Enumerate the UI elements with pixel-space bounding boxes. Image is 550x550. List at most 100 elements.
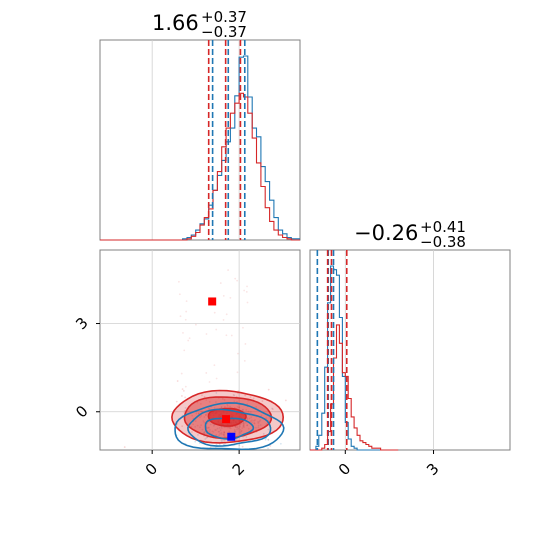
blue-sample-point: [219, 432, 221, 435]
red-sample-point: [245, 408, 248, 411]
outlier-sample-point: [227, 269, 230, 271]
red-sample-point: [199, 416, 201, 419]
blue-sample-point: [223, 431, 226, 434]
red-sample-point: [238, 406, 241, 409]
blue-sample-point: [242, 422, 245, 425]
blue-sample-point: [218, 430, 221, 433]
outlier-sample-point: [246, 285, 248, 288]
red-sample-point: [196, 401, 199, 404]
red-sample-point: [246, 424, 249, 427]
outlier-sample-point: [194, 323, 197, 326]
outlier-sample-point: [180, 372, 183, 375]
bottom-right-title-value: −0.26: [354, 221, 418, 245]
blue-sample-point: [233, 428, 236, 431]
red-sample-point: [226, 404, 229, 407]
red-sample-point: [181, 395, 183, 397]
blue-sample-point: [234, 430, 237, 433]
red-sample-point: [236, 405, 239, 408]
blue-sample-point: [259, 419, 262, 422]
top-left-frame: [99, 39, 301, 241]
blue-sample-point: [222, 439, 224, 441]
red-sample-point: [176, 380, 179, 382]
blue-sample-point: [239, 431, 242, 434]
red-sample-point: [247, 427, 250, 430]
blue-sample-point: [216, 427, 219, 430]
red-sample-point: [253, 422, 256, 424]
outlier-sample-point: [234, 277, 237, 280]
blue-sample-point: [238, 444, 241, 447]
red-sample-point: [249, 420, 252, 423]
outlier-sample-point: [178, 293, 181, 296]
red-sample-point: [267, 438, 270, 441]
bottom-left-frame: [99, 249, 301, 451]
red-sample-point: [222, 433, 225, 436]
red-sample-point: [267, 388, 270, 391]
blue-sample-point: [197, 434, 199, 436]
blue-sample-point: [242, 425, 245, 428]
red-sample-point: [244, 421, 247, 424]
outlier-sample-point: [205, 372, 208, 374]
outlier-sample-point: [188, 337, 191, 340]
red-sample-point: [252, 397, 255, 400]
outlier-sample-point: [244, 343, 247, 345]
outlier-sample-point: [213, 311, 216, 314]
blue-sample-point: [267, 452, 269, 454]
red-sample-point: [248, 417, 251, 420]
blue-contour-level: [174, 402, 285, 450]
red-sample-point: [199, 402, 202, 405]
red-sample-point: [202, 420, 205, 422]
red-sample-point: [205, 413, 207, 416]
outlier-sample-point: [179, 315, 182, 318]
red-sample-point: [191, 431, 193, 433]
red-sample-point: [200, 424, 202, 427]
red-sample-point: [191, 414, 194, 417]
red-sample-point: [203, 416, 206, 418]
blue-sample-point: [236, 426, 238, 429]
red-sample-point: [238, 406, 241, 409]
outlier-sample-point: [245, 291, 248, 293]
red-sample-point: [240, 429, 243, 432]
outlier-sample-point: [184, 318, 187, 321]
red-sample-point: [243, 426, 245, 429]
blue-sample-point: [220, 433, 223, 435]
blue-sample-point: [220, 406, 223, 409]
top-left-histogram-panel: 1.66 +0.37 −0.37: [99, 8, 301, 241]
blue-sample-point: [212, 451, 214, 453]
red-histogram-line: [100, 92, 300, 241]
red-sample-point: [182, 389, 185, 392]
red-sample-point: [228, 430, 231, 433]
red-sample-point: [201, 394, 203, 397]
outlier-sample-point: [246, 301, 249, 304]
bottom-right-quantile-lines: [316, 250, 348, 450]
bottom-right-x-tick-label: 3: [423, 460, 442, 479]
blue-sample-point: [215, 392, 218, 394]
blue-sample-point: [245, 436, 248, 438]
blue-sample-point: [249, 411, 252, 413]
top-left-title-upper: +0.37: [201, 8, 247, 26]
blue-sample-point: [233, 394, 236, 397]
blue-sample-point: [259, 424, 262, 426]
blue-sample-point: [203, 432, 206, 434]
blue-sample-point: [239, 432, 242, 435]
blue-sample-point: [239, 428, 242, 431]
red-sample-point: [205, 414, 207, 416]
outlier-sample-point: [178, 280, 180, 283]
red-sample-point: [175, 400, 178, 403]
red-sample-point: [268, 416, 271, 419]
blue-sample-point: [214, 429, 216, 431]
blue-sample-point: [236, 428, 238, 431]
red-sample-point: [236, 400, 238, 403]
blue-sample-point: [201, 428, 204, 431]
red-sample-point: [206, 412, 209, 414]
red-sample-point: [181, 425, 184, 428]
blue-sample-point: [242, 408, 244, 411]
bottom-right-frame: [309, 249, 511, 451]
blue-square-marker: [227, 432, 236, 441]
blue-sample-point: [222, 470, 224, 472]
blue-sample-point: [218, 426, 221, 429]
red-sample-point: [232, 394, 235, 396]
outlier-sample-point: [230, 334, 233, 337]
red-square-marker: [222, 415, 231, 424]
red-sample-point: [301, 418, 303, 420]
outlier-sample-point: [222, 294, 225, 297]
